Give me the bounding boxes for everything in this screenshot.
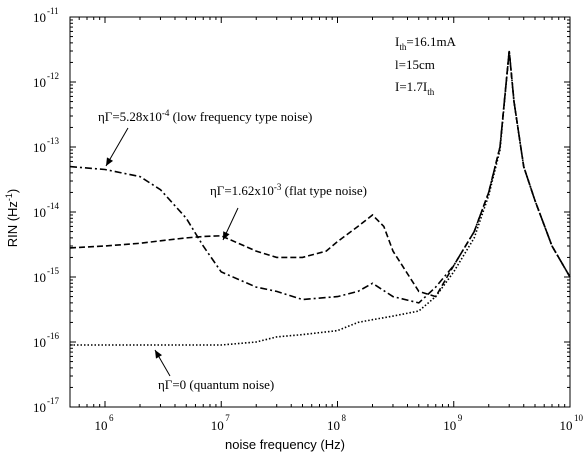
series-low-frequency-noise — [69, 50, 571, 304]
quantum-noise-label: ηΓ=0 (quantum noise) — [158, 377, 274, 392]
low-frequency-arrow-head — [106, 157, 114, 166]
y-tick-exponent: -14 — [47, 201, 59, 211]
length-label: l=15cm — [395, 57, 435, 72]
y-axis-title: RIN (Hz-1) — [4, 189, 20, 248]
plot-frame — [69, 16, 571, 408]
y-tick-label: 10 — [33, 270, 46, 285]
y-tick-label: 10 — [33, 140, 46, 155]
y-tick-label: 10 — [33, 400, 46, 415]
y-tick-exponent: -11 — [47, 6, 59, 16]
y-tick-exponent: -17 — [47, 396, 59, 406]
series-quantum-noise — [70, 50, 571, 346]
flat-noise-arrow-head — [223, 231, 230, 240]
flat-noise-label: ηΓ=1.62x10-3 (flat type noise) — [210, 182, 367, 198]
x-axis-title: noise frequency (Hz) — [225, 437, 345, 452]
series-flat-noise — [69, 50, 571, 298]
y-tick-label: 10 — [33, 75, 46, 90]
series-group — [69, 50, 571, 346]
low-frequency-noise-label: ηΓ=5.28x10-4 (low frequency type noise) — [98, 108, 312, 124]
x-tick-exponent: 10 — [574, 413, 584, 423]
y-tick-exponent: -16 — [47, 331, 59, 341]
ith-label: Ith=16.1mA — [395, 34, 457, 52]
x-tick-exponent: 7 — [225, 413, 230, 423]
x-tick-label: 10 — [211, 418, 224, 433]
y-tick-label: 10 — [33, 205, 46, 220]
x-axis-ticks: 10 6 10 7 10 8 10 9 10 10 — [69, 17, 584, 433]
x-tick-label: 10 — [560, 418, 573, 433]
y-tick-label: 10 — [33, 10, 46, 25]
y-tick-label: 10 — [33, 335, 46, 350]
y-tick-exponent: -12 — [47, 71, 59, 81]
x-tick-label: 10 — [94, 418, 107, 433]
x-tick-exponent: 9 — [458, 413, 463, 423]
y-tick-exponent: -15 — [47, 266, 59, 276]
x-tick-label: 10 — [443, 418, 456, 433]
x-tick-exponent: 6 — [109, 413, 114, 423]
x-tick-exponent: 8 — [341, 413, 346, 423]
quantum-noise-arrow-head — [155, 350, 163, 359]
y-tick-exponent: -13 — [47, 136, 59, 146]
annotation-arrows — [105, 127, 239, 377]
x-tick-label: 10 — [327, 418, 340, 433]
current-label: I=1.7Ith — [395, 79, 435, 97]
parameter-annotation: Ith=16.1mA l=15cm I=1.7Ith — [395, 34, 457, 97]
